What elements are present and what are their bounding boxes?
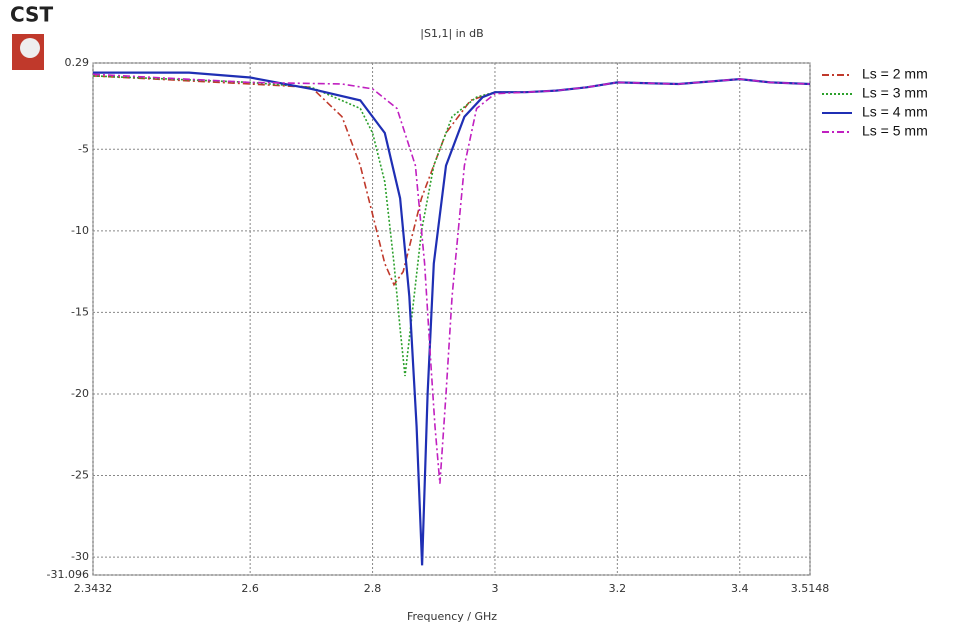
series-line bbox=[93, 71, 811, 566]
series-line bbox=[92, 75, 811, 287]
logo-text: CST bbox=[10, 3, 53, 27]
y-tick-label: -15 bbox=[71, 305, 89, 318]
plot-area bbox=[92, 62, 811, 576]
y-tick-label: -30 bbox=[71, 550, 89, 563]
x-tick-label: 3.4 bbox=[731, 582, 749, 595]
y-tick-label: -31.096 bbox=[47, 568, 89, 581]
legend-label: Ls = 5 mm bbox=[862, 123, 928, 139]
legend-label: Ls = 4 mm bbox=[862, 104, 928, 120]
x-tick-label: 2.8 bbox=[364, 582, 382, 595]
chart-title: |S1,1| in dB bbox=[420, 27, 483, 40]
y-tick-label: 0.29 bbox=[65, 56, 90, 69]
y-tick-label: -25 bbox=[71, 469, 89, 482]
y-tick-label: -5 bbox=[78, 142, 89, 155]
y-tick-label: -10 bbox=[71, 224, 89, 237]
x-tick-label: 3 bbox=[491, 582, 498, 595]
x-tick-label: 2.3432 bbox=[74, 582, 113, 595]
series-line bbox=[92, 75, 811, 377]
logo-icon bbox=[20, 38, 40, 58]
x-axis-label: Frequency / GHz bbox=[407, 610, 497, 623]
series-line bbox=[92, 73, 811, 484]
y-tick-label: -20 bbox=[71, 387, 89, 400]
x-tick-label: 3.5148 bbox=[791, 582, 830, 595]
legend-label: Ls = 3 mm bbox=[862, 85, 928, 101]
x-tick-label: 2.6 bbox=[241, 582, 259, 595]
x-tick-label: 3.2 bbox=[609, 582, 627, 595]
legend-label: Ls = 2 mm bbox=[862, 66, 928, 82]
